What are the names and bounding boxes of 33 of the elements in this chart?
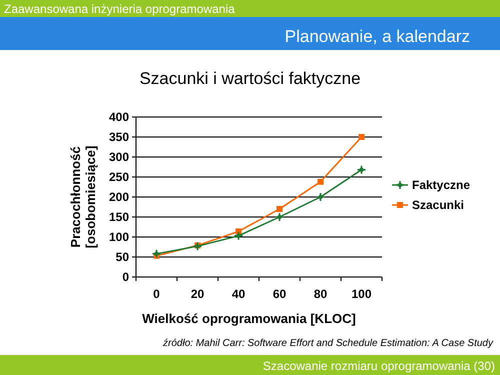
point bbox=[192, 241, 202, 251]
point bbox=[234, 231, 244, 241]
x-tick-label: 0 bbox=[153, 287, 160, 301]
x-tick-label: 60 bbox=[272, 287, 286, 301]
y-tick-label: 100 bbox=[108, 230, 130, 244]
point bbox=[358, 134, 364, 140]
x-tick-label: 20 bbox=[190, 287, 204, 301]
text: Szacowanie rozmiaru oprogramowania (30) bbox=[262, 359, 495, 373]
x-tick-label: 80 bbox=[314, 287, 328, 301]
y-tick-label: 300 bbox=[108, 150, 130, 164]
y-tick-label: 0 bbox=[122, 270, 130, 284]
y-tick-label: 50 bbox=[116, 250, 130, 264]
y-tick-label: 200 bbox=[108, 190, 130, 204]
x-axis-title: Wielkość oprogramowania [KLOC] bbox=[142, 311, 356, 326]
point bbox=[316, 192, 326, 202]
x-tick-label: 40 bbox=[232, 287, 246, 301]
chart-title: Szacunki i wartości faktyczne bbox=[139, 69, 361, 88]
x-tick-label: 100 bbox=[351, 287, 372, 301]
point bbox=[276, 206, 282, 212]
y-tick-label: 400 bbox=[108, 110, 130, 124]
point bbox=[318, 178, 324, 185]
text: źródło: Mahil Carr: Software Effort and Schedule Estimation: A Case Study bbox=[162, 338, 494, 349]
legend-label: Faktyczne bbox=[412, 178, 470, 192]
text: Zaawansowana inżynieria oprogramowania bbox=[4, 2, 236, 16]
point bbox=[356, 165, 366, 175]
text: Planowanie, a kalendarz bbox=[284, 27, 470, 46]
y-tick-label: 150 bbox=[108, 210, 130, 224]
point bbox=[152, 249, 162, 259]
y-tick-label: 250 bbox=[108, 170, 130, 184]
point bbox=[274, 212, 284, 222]
y-tick-label: 350 bbox=[108, 130, 130, 144]
y-axis-title: Pracochłonność [osobomiesiące] bbox=[68, 146, 98, 248]
legend-label: Szacunki bbox=[412, 198, 464, 212]
